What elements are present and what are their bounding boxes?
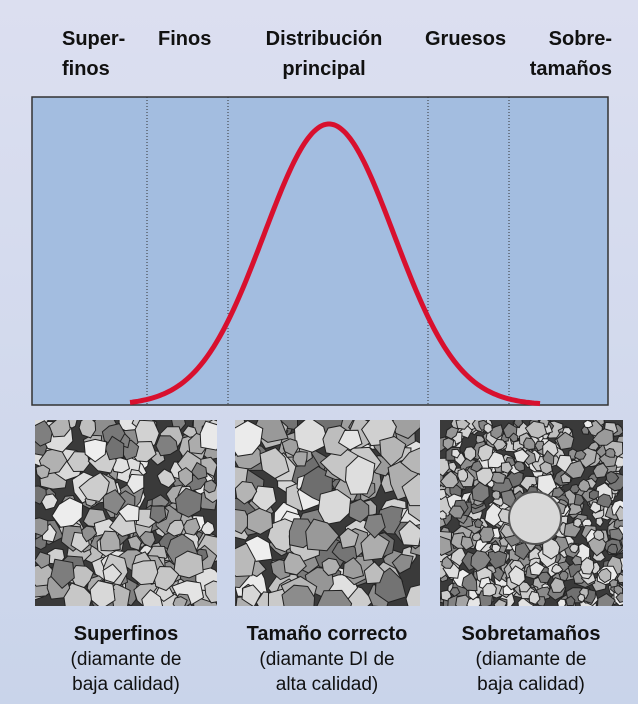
- crystal: [594, 530, 604, 540]
- crystal: [559, 571, 568, 581]
- plot-area: [32, 97, 608, 405]
- header-label: Super-: [62, 28, 125, 50]
- crystal: [492, 544, 501, 552]
- header-label: Sobre-: [549, 28, 612, 50]
- caption-text: (diamante DI de: [259, 649, 394, 670]
- crystal: [492, 491, 500, 499]
- crystal: [100, 531, 120, 551]
- page: Super-finos Finos Distribución principal Gru…: [0, 0, 638, 704]
- photo: [222, 402, 438, 623]
- caption-text: baja calidad): [72, 674, 180, 695]
- photo: [26, 407, 228, 620]
- header-label: Gruesos: [425, 28, 506, 50]
- crystal: [610, 580, 618, 588]
- header-label: Finos: [158, 28, 211, 50]
- crystal: [578, 594, 585, 602]
- header-label: Distribución: [266, 28, 383, 50]
- large-crystal: [509, 492, 561, 544]
- crystal: [589, 490, 598, 500]
- caption-title: Sobretamaños: [462, 623, 601, 645]
- header-label: finos: [62, 58, 110, 80]
- crystal: [483, 584, 497, 596]
- diagram: Super-finos Finos Distribución principal Gru…: [0, 0, 638, 704]
- photo: [431, 413, 633, 613]
- header-label: tamaños: [530, 58, 612, 80]
- crystal: [606, 449, 615, 458]
- photos: [26, 402, 633, 623]
- caption-text: baja calidad): [477, 674, 585, 695]
- caption-text: (diamante de: [476, 649, 587, 670]
- header-label: principal: [282, 58, 365, 80]
- caption-text: alta calidad): [276, 674, 378, 695]
- caption-title: Superfinos: [74, 623, 178, 645]
- caption-title: Tamaño correcto: [247, 623, 408, 645]
- crystal: [584, 420, 593, 428]
- caption-text: (diamante de: [71, 649, 182, 670]
